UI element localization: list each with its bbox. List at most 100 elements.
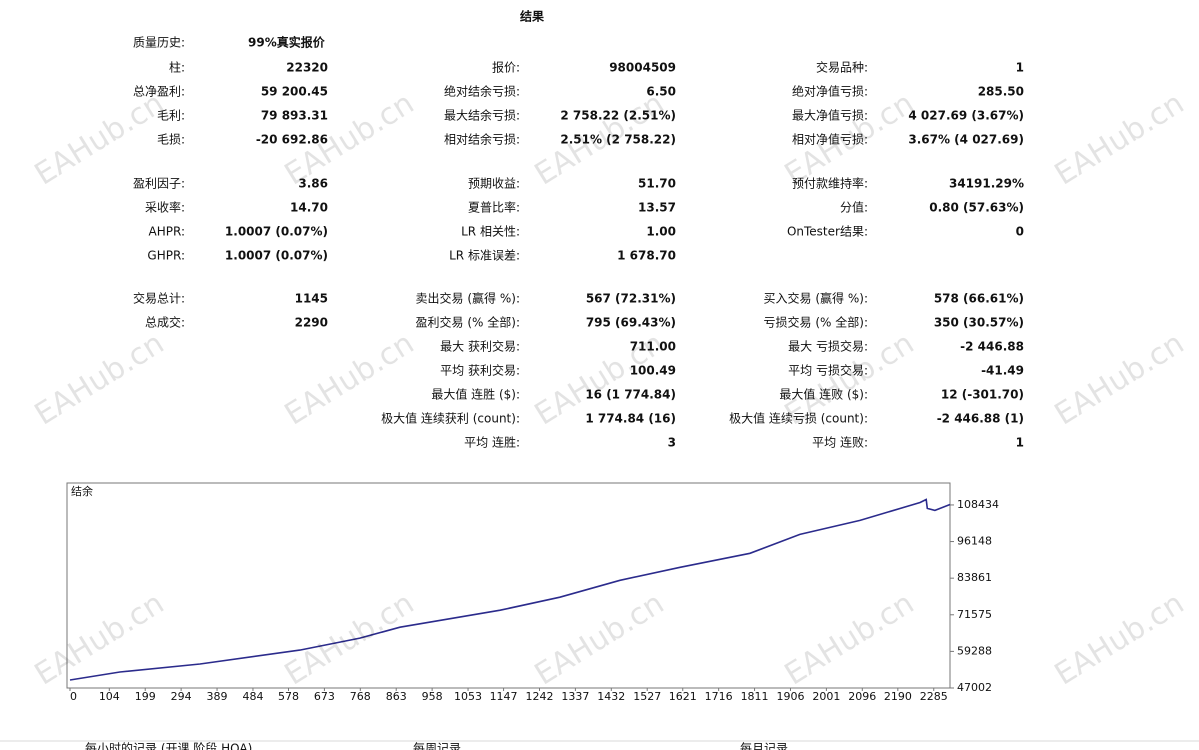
- chart-title: 结余: [71, 484, 93, 498]
- y-tick-label: 71575: [957, 608, 992, 621]
- stat-value: 3: [668, 436, 676, 450]
- y-tick-label: 108434: [957, 498, 999, 511]
- stat-label: 最大结余亏损:: [444, 108, 520, 123]
- stat-value: 6.50: [646, 85, 676, 99]
- x-tick-label: 199: [135, 690, 156, 703]
- x-tick-label: 0: [70, 690, 77, 703]
- stat-value: 12 (-301.70): [941, 388, 1024, 402]
- stat-value: 711.00: [630, 340, 676, 354]
- stat-label: 分值:: [840, 200, 868, 215]
- stat-label: 平均 连胜:: [464, 435, 520, 450]
- stat-label: 平均 获利交易:: [440, 363, 520, 378]
- y-tick-label: 96148: [957, 535, 992, 548]
- stat-value: 98004509: [609, 61, 676, 75]
- stat-value: 578 (66.61%): [934, 292, 1024, 306]
- stat-label: 交易总计:: [133, 291, 185, 306]
- stat-label: GHPR:: [147, 249, 185, 263]
- footer-tab: 每月记录: [740, 741, 788, 750]
- stat-value: 2.51% (2 758.22): [560, 133, 676, 147]
- stat-value: 13.57: [638, 201, 676, 215]
- stat-value: 1 774.84 (16): [585, 412, 676, 426]
- x-tick-label: 863: [386, 690, 407, 703]
- stat-value: 14.70: [290, 201, 328, 215]
- stat-label: LR 相关性:: [461, 225, 520, 239]
- x-tick-label: 1053: [454, 690, 482, 703]
- report-title: 结果: [520, 9, 544, 24]
- stat-value: 567 (72.31%): [586, 292, 676, 306]
- watermark: EAHub.cn: [29, 326, 171, 433]
- stat-value: 79 893.31: [261, 109, 328, 123]
- chart-frame: [66, 482, 951, 689]
- y-tick-label: 47002: [957, 681, 992, 694]
- x-tick-label: 389: [207, 690, 228, 703]
- watermark: EAHub.cn: [1049, 326, 1191, 433]
- stat-label: 采收率:: [145, 200, 185, 215]
- stat-value: 1.00: [646, 225, 676, 239]
- stat-label: 最大 亏损交易:: [788, 339, 868, 354]
- stat-label: 绝对结余亏损:: [444, 84, 520, 99]
- watermark: EAHub.cn: [1049, 586, 1191, 693]
- x-tick-label: 1716: [705, 690, 733, 703]
- stat-label: 最大 获利交易:: [440, 339, 520, 354]
- stat-label: 柱:: [169, 60, 185, 75]
- x-tick-label: 673: [314, 690, 335, 703]
- x-tick-label: 1147: [490, 690, 518, 703]
- stat-label: 预付款维持率:: [792, 176, 868, 191]
- stat-label: 最大净值亏损:: [792, 108, 868, 123]
- stat-label: 交易品种:: [816, 60, 868, 75]
- stat-label: LR 标准误差:: [449, 249, 520, 263]
- x-tick-label: 768: [350, 690, 371, 703]
- stat-label: 平均 连败:: [812, 435, 868, 450]
- stat-value: 1: [1016, 61, 1024, 75]
- stat-label: 夏普比率:: [468, 200, 520, 215]
- stat-value: 3.67% (4 027.69): [908, 133, 1024, 147]
- stat-value: 1: [1016, 436, 1024, 450]
- stat-label: 最大值 连败 ($):: [779, 387, 868, 402]
- stat-label: 相对净值亏损:: [792, 132, 868, 147]
- stat-label: 总成交:: [145, 315, 185, 330]
- x-tick-label: 2001: [812, 690, 840, 703]
- stat-label: 平均 亏损交易:: [788, 363, 868, 378]
- x-tick-label: 1811: [741, 690, 769, 703]
- stat-value: 1 678.70: [617, 249, 676, 263]
- footer-tab: 每小时的记录 (开课 阶段 HOA): [85, 741, 252, 750]
- stat-value: 1145: [295, 292, 328, 306]
- stat-value: 2 758.22 (2.51%): [560, 109, 676, 123]
- stat-value: 100.49: [630, 364, 676, 378]
- x-tick-label: 2096: [848, 690, 876, 703]
- x-tick-label: 958: [422, 690, 443, 703]
- x-tick-label: 1242: [525, 690, 553, 703]
- stat-label: 盈利交易 (% 全部):: [416, 315, 520, 330]
- x-tick-label: 1527: [633, 690, 661, 703]
- x-tick-label: 104: [99, 690, 120, 703]
- stat-value: 2290: [295, 316, 328, 330]
- stat-value: 795 (69.43%): [586, 316, 676, 330]
- stat-label: 质量历史:: [133, 36, 185, 50]
- stat-value: -2 446.88 (1): [937, 412, 1024, 426]
- stat-label: OnTester结果:: [787, 225, 868, 239]
- stat-value: 285.50: [978, 85, 1024, 99]
- stat-value: 16 (1 774.84): [585, 388, 676, 402]
- footer-tab: 每周记录: [413, 741, 461, 750]
- watermark: EAHub.cn: [1049, 86, 1191, 193]
- stat-value: 3.86: [298, 177, 328, 191]
- x-tick-label: 1906: [776, 690, 804, 703]
- stat-label: 最大值 连胜 ($):: [431, 387, 520, 402]
- balance-line: [69, 498, 951, 681]
- stat-label: 卖出交易 (赢得 %):: [416, 291, 520, 306]
- stat-label: 绝对净值亏损:: [792, 84, 868, 99]
- stat-label: 极大值 连续亏损 (count):: [729, 411, 868, 426]
- stat-value: 4 027.69 (3.67%): [908, 109, 1024, 123]
- x-tick-label: 578: [278, 690, 299, 703]
- stat-value: 51.70: [638, 177, 676, 191]
- x-tick-label: 1621: [669, 690, 697, 703]
- stat-value: -20 692.86: [256, 133, 328, 147]
- stat-value: 350 (30.57%): [934, 316, 1024, 330]
- x-tick-label: 1432: [597, 690, 625, 703]
- stat-value: 0: [1016, 225, 1024, 239]
- stat-value: 99%真实报价: [248, 35, 326, 50]
- stat-label: 买入交易 (赢得 %):: [764, 291, 868, 306]
- stat-label: 盈利因子:: [133, 177, 185, 191]
- stat-value: 0.80 (57.63%): [929, 201, 1024, 215]
